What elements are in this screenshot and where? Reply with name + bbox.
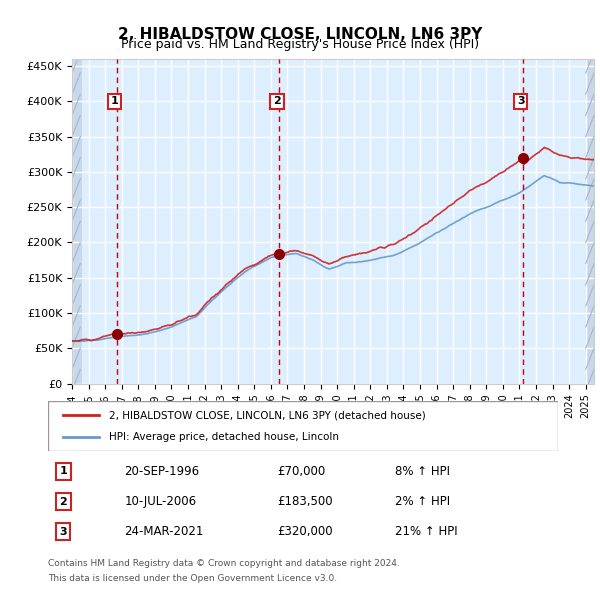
Text: Contains HM Land Registry data © Crown copyright and database right 2024.: Contains HM Land Registry data © Crown c… [48, 559, 400, 568]
Text: HPI: Average price, detached house, Lincoln: HPI: Average price, detached house, Linc… [109, 432, 339, 442]
Text: 8% ↑ HPI: 8% ↑ HPI [395, 465, 450, 478]
Text: 2, HIBALDSTOW CLOSE, LINCOLN, LN6 3PY: 2, HIBALDSTOW CLOSE, LINCOLN, LN6 3PY [118, 27, 482, 41]
Text: 2: 2 [273, 96, 281, 106]
Text: Price paid vs. HM Land Registry's House Price Index (HPI): Price paid vs. HM Land Registry's House … [121, 38, 479, 51]
Text: This data is licensed under the Open Government Licence v3.0.: This data is licensed under the Open Gov… [48, 574, 337, 583]
Text: 3: 3 [59, 527, 67, 537]
Text: 2% ↑ HPI: 2% ↑ HPI [395, 495, 450, 508]
Text: 2, HIBALDSTOW CLOSE, LINCOLN, LN6 3PY (detached house): 2, HIBALDSTOW CLOSE, LINCOLN, LN6 3PY (d… [109, 410, 426, 420]
FancyBboxPatch shape [48, 401, 558, 451]
Text: 10-JUL-2006: 10-JUL-2006 [125, 495, 197, 508]
Text: £183,500: £183,500 [277, 495, 333, 508]
Bar [586, 59, 594, 384]
Text: 20-SEP-1996: 20-SEP-1996 [125, 465, 200, 478]
Text: 1: 1 [111, 96, 118, 106]
Text: 2: 2 [59, 497, 67, 507]
Text: 24-MAR-2021: 24-MAR-2021 [125, 525, 204, 538]
Text: 21% ↑ HPI: 21% ↑ HPI [395, 525, 457, 538]
Text: £70,000: £70,000 [277, 465, 326, 478]
Text: 3: 3 [517, 96, 524, 106]
Text: £320,000: £320,000 [277, 525, 333, 538]
Text: 1: 1 [59, 467, 67, 477]
Bar [72, 59, 82, 384]
